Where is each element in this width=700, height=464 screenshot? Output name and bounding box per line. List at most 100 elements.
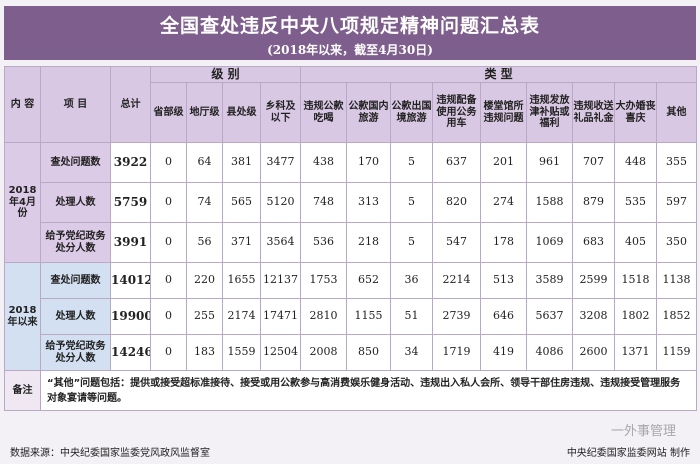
row-total: 14246 (110, 334, 151, 371)
level-cell: 1655 (222, 262, 261, 299)
type-cell: 218 (346, 222, 391, 263)
type-cell: 535 (614, 182, 657, 223)
level-cell: 2174 (222, 298, 261, 335)
header-total: 总计 (110, 66, 151, 143)
level-cell: 3564 (260, 222, 301, 263)
type-cell: 5 (390, 182, 433, 223)
header-type-1: 公款国内旅游 (346, 82, 391, 143)
type-cell: 1069 (526, 222, 573, 263)
level-cell: 371 (222, 222, 261, 263)
row-item: 查处问题数 (40, 142, 111, 183)
type-cell: 513 (480, 262, 527, 299)
type-cell: 748 (300, 182, 347, 223)
header-level-0: 省部级 (150, 82, 187, 143)
type-cell: 683 (572, 222, 615, 263)
row-total: 3991 (110, 222, 151, 263)
level-cell: 255 (186, 298, 223, 335)
type-cell: 2214 (432, 262, 481, 299)
type-cell: 1852 (655, 298, 698, 335)
type-cell: 850 (346, 334, 391, 371)
note-label: 备注 (4, 370, 41, 411)
level-cell: 183 (186, 334, 223, 371)
type-cell: 1719 (432, 334, 481, 371)
type-cell: 5 (390, 142, 433, 183)
header-content: 内 容 (4, 66, 41, 143)
row-total: 14012 (110, 262, 151, 299)
type-cell: 597 (655, 182, 698, 223)
row-item: 给予党纪政务处分人数 (40, 222, 111, 263)
level-cell: 0 (150, 142, 187, 183)
type-cell: 1155 (346, 298, 391, 335)
type-cell: 313 (346, 182, 391, 223)
type-cell: 2600 (572, 334, 615, 371)
type-cell: 34 (390, 334, 433, 371)
header-level-1: 地厅级 (186, 82, 223, 143)
level-cell: 12504 (260, 334, 301, 371)
type-cell: 1159 (655, 334, 698, 371)
table-row: 2018年以来 查处问题数 14012 0 220 1655 12137 1753 652 36 2… (4, 262, 698, 371)
summary-table: 内 容 项 目 总计 级 别 类 型 省部级 地厅级 县处级 乡科及以下 违规公款吃喝公… (4, 66, 698, 411)
type-cell: 36 (390, 262, 433, 299)
level-cell: 565 (222, 182, 261, 223)
type-cell: 350 (655, 222, 698, 263)
type-cell: 2810 (300, 298, 347, 335)
header-type-3: 违规配备使用公务用车 (432, 82, 481, 143)
level-cell: 0 (150, 182, 187, 223)
level-cell: 56 (186, 222, 223, 263)
row-total: 5759 (110, 182, 151, 223)
header-level-2: 县处级 (222, 82, 261, 143)
type-cell: 51 (390, 298, 433, 335)
type-cell: 274 (480, 182, 527, 223)
type-cell: 547 (432, 222, 481, 263)
table-row: 给予党纪政务处分人数 3991 0 56 371 3564 536 218 5 547 178 106… (5, 222, 698, 263)
type-cell: 419 (480, 334, 527, 371)
type-cell: 405 (614, 222, 657, 263)
header-type-2: 公款出国境旅游 (390, 82, 433, 143)
type-cell: 2739 (432, 298, 481, 335)
type-cell: 1138 (655, 262, 698, 299)
level-cell: 64 (186, 142, 223, 183)
header-type-group: 类 型 (299, 66, 698, 83)
level-cell: 220 (186, 262, 223, 299)
row-item: 处理人数 (40, 182, 111, 223)
header-type-8: 其他 (655, 82, 698, 143)
header-level-3: 乡科及以下 (260, 82, 301, 143)
type-cell: 4086 (526, 334, 573, 371)
row-item: 给予党纪政务处分人数 (40, 334, 111, 371)
row-item: 查处问题数 (40, 262, 111, 299)
level-cell: 74 (186, 182, 223, 223)
type-cell: 1753 (300, 262, 347, 299)
header-item: 项 目 (40, 66, 111, 143)
type-cell: 5637 (526, 298, 573, 335)
type-cell: 637 (432, 142, 481, 183)
note-row: 备注 “其他”问题包括：提供或接受超标准接待、接受或用公款参与高消费娱乐健身活动、… (4, 370, 698, 411)
type-cell: 448 (614, 142, 657, 183)
type-cell: 170 (346, 142, 391, 183)
header-type-0: 违规公款吃喝 (300, 82, 347, 143)
level-cell: 1559 (222, 334, 261, 371)
type-cell: 1518 (614, 262, 657, 299)
table-row: 给予党纪政务处分人数 14246 0 183 1559 12504 2008 850 34 171… (5, 334, 698, 371)
title-banner: 全国查处违反中央八项规定精神问题汇总表 (2018年以来，截至4月30日) (4, 6, 696, 60)
type-cell: 2599 (572, 262, 615, 299)
type-cell: 1371 (614, 334, 657, 371)
type-cell: 536 (300, 222, 347, 263)
level-cell: 12137 (260, 262, 301, 299)
type-cell: 3589 (526, 262, 573, 299)
type-cell: 961 (526, 142, 573, 183)
type-cell: 820 (432, 182, 481, 223)
level-cell: 0 (150, 334, 187, 371)
footer: 数据来源：中央纪委国家监委党风政风监督室 中央纪委国家监委网站 制作 (6, 440, 694, 460)
level-cell: 17471 (260, 298, 301, 335)
note-text: “其他”问题包括：提供或接受超标准接待、接受或用公款参与高消费娱乐健身活动、违规… (39, 370, 698, 411)
period-label: 2018年以来 (4, 262, 41, 371)
header-type-4: 楼堂馆所违规问题 (480, 82, 527, 143)
type-cell: 2008 (300, 334, 347, 371)
table-row: 处理人数 5759 0 74 565 5120 748 313 5 820 274 1588 879 53… (5, 182, 698, 223)
level-cell: 0 (150, 298, 187, 335)
credit: 中央纪委国家监委网站 制作 (566, 448, 690, 459)
type-cell: 652 (346, 262, 391, 299)
type-cell: 438 (300, 142, 347, 183)
type-cell: 3208 (572, 298, 615, 335)
